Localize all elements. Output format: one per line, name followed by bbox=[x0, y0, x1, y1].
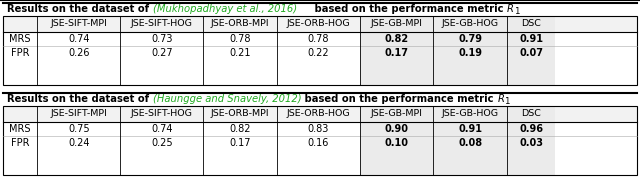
Text: MRS: MRS bbox=[10, 34, 31, 44]
Text: 0.73: 0.73 bbox=[151, 34, 173, 44]
Text: 0.91: 0.91 bbox=[519, 34, 543, 44]
Text: FPR: FPR bbox=[11, 138, 29, 148]
Text: JSE-ORB-MPI: JSE-ORB-MPI bbox=[211, 110, 269, 118]
Text: 0.78: 0.78 bbox=[229, 34, 251, 44]
Text: 0.74: 0.74 bbox=[151, 124, 173, 134]
Text: 0.07: 0.07 bbox=[519, 48, 543, 58]
Bar bbox=[507, 106, 556, 175]
Text: 0.24: 0.24 bbox=[68, 138, 90, 148]
Text: 0.17: 0.17 bbox=[385, 48, 409, 58]
Text: JSE-SIFT-HOG: JSE-SIFT-HOG bbox=[131, 110, 193, 118]
Text: JSE-SIFT-HOG: JSE-SIFT-HOG bbox=[131, 20, 193, 28]
Text: 1: 1 bbox=[504, 97, 509, 106]
Text: Results on the dataset of: Results on the dataset of bbox=[7, 4, 152, 14]
Text: 0.90: 0.90 bbox=[385, 124, 409, 134]
Text: 0.27: 0.27 bbox=[151, 48, 173, 58]
Bar bbox=[433, 16, 507, 85]
Text: 0.96: 0.96 bbox=[519, 124, 543, 134]
Text: R: R bbox=[507, 4, 514, 14]
Text: JSE-ORB-HOG: JSE-ORB-HOG bbox=[287, 20, 350, 28]
Text: 0.22: 0.22 bbox=[308, 48, 329, 58]
Text: JSE-GB-MPI: JSE-GB-MPI bbox=[371, 110, 422, 118]
Text: 0.03: 0.03 bbox=[519, 138, 543, 148]
Text: 0.08: 0.08 bbox=[458, 138, 483, 148]
Text: Results on the dataset of: Results on the dataset of bbox=[7, 95, 152, 105]
Text: 0.91: 0.91 bbox=[458, 124, 483, 134]
Text: JSE-SIFT-MPI: JSE-SIFT-MPI bbox=[51, 110, 108, 118]
Text: 0.82: 0.82 bbox=[385, 34, 409, 44]
Text: (Mukhopadhyay et al., 2016): (Mukhopadhyay et al., 2016) bbox=[152, 4, 297, 14]
Bar bbox=[3, 106, 637, 122]
Text: JSE-GB-HOG: JSE-GB-HOG bbox=[442, 20, 499, 28]
Text: 0.21: 0.21 bbox=[229, 48, 251, 58]
Text: (Haungge and Snavely, 2012): (Haungge and Snavely, 2012) bbox=[152, 95, 301, 105]
Text: 0.10: 0.10 bbox=[385, 138, 409, 148]
Bar bbox=[360, 106, 433, 175]
Text: based on the performance metric: based on the performance metric bbox=[297, 4, 507, 14]
Text: 0.26: 0.26 bbox=[68, 48, 90, 58]
Text: JSE-ORB-MPI: JSE-ORB-MPI bbox=[211, 20, 269, 28]
Text: 0.74: 0.74 bbox=[68, 34, 90, 44]
Text: R: R bbox=[497, 95, 504, 105]
Bar bbox=[3, 16, 637, 32]
Text: 0.82: 0.82 bbox=[229, 124, 251, 134]
Text: JSE-SIFT-MPI: JSE-SIFT-MPI bbox=[51, 20, 108, 28]
Bar bbox=[3, 16, 637, 85]
Text: JSE-GB-HOG: JSE-GB-HOG bbox=[442, 110, 499, 118]
Text: DSC: DSC bbox=[521, 110, 541, 118]
Text: JSE-GB-MPI: JSE-GB-MPI bbox=[371, 20, 422, 28]
Bar bbox=[360, 16, 433, 85]
Text: based on the performance metric: based on the performance metric bbox=[301, 95, 497, 105]
Text: 0.78: 0.78 bbox=[308, 34, 329, 44]
Text: 0.75: 0.75 bbox=[68, 124, 90, 134]
Text: JSE-ORB-HOG: JSE-ORB-HOG bbox=[287, 110, 350, 118]
Text: 0.83: 0.83 bbox=[308, 124, 329, 134]
Bar bbox=[507, 16, 556, 85]
Text: 1: 1 bbox=[514, 7, 519, 16]
Text: 0.25: 0.25 bbox=[151, 138, 173, 148]
Text: MRS: MRS bbox=[10, 124, 31, 134]
Text: 0.19: 0.19 bbox=[458, 48, 483, 58]
Bar bbox=[433, 106, 507, 175]
Bar bbox=[3, 106, 637, 175]
Text: 0.17: 0.17 bbox=[229, 138, 251, 148]
Text: DSC: DSC bbox=[521, 20, 541, 28]
Text: 0.79: 0.79 bbox=[458, 34, 483, 44]
Text: FPR: FPR bbox=[11, 48, 29, 58]
Text: 0.16: 0.16 bbox=[308, 138, 329, 148]
